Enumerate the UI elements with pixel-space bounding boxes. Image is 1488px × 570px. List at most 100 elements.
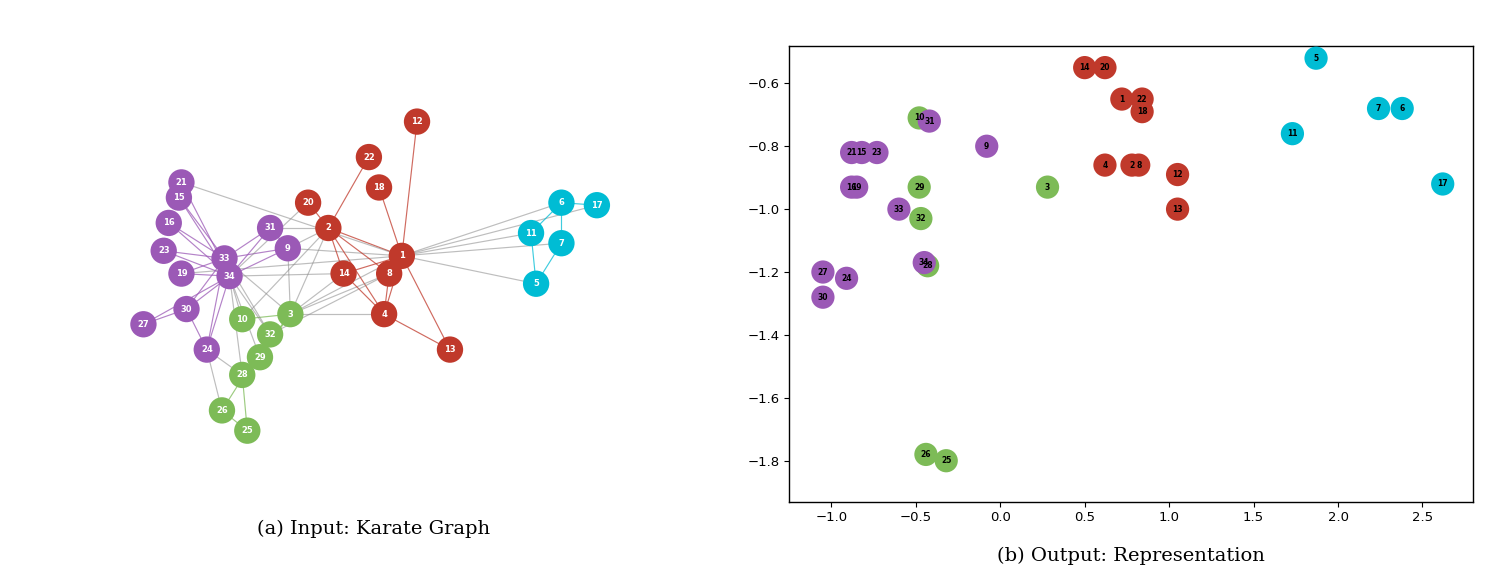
Point [865, 148, 888, 157]
Circle shape [168, 260, 195, 287]
Circle shape [277, 301, 304, 327]
Text: 13: 13 [443, 345, 455, 354]
Circle shape [208, 397, 235, 424]
Text: 30: 30 [818, 292, 829, 302]
Circle shape [548, 189, 574, 216]
Circle shape [518, 220, 545, 246]
Point [1131, 95, 1155, 104]
Text: 17: 17 [1437, 180, 1448, 189]
Point [934, 456, 958, 465]
Text: 12: 12 [1173, 170, 1183, 179]
Text: 14: 14 [338, 269, 350, 278]
Text: 4: 4 [1103, 161, 1107, 170]
Text: 29: 29 [914, 182, 924, 192]
Circle shape [193, 336, 220, 363]
Point [811, 267, 835, 276]
Point [845, 182, 869, 192]
Text: 15: 15 [857, 148, 868, 157]
Text: 31: 31 [924, 117, 934, 125]
Text: 18: 18 [373, 183, 385, 192]
Point [1094, 161, 1117, 170]
Text: 2: 2 [1129, 161, 1135, 170]
Point [1120, 161, 1144, 170]
Circle shape [371, 301, 397, 327]
Text: 23: 23 [872, 148, 882, 157]
Circle shape [403, 108, 430, 135]
Point [1366, 104, 1390, 113]
Text: 33: 33 [894, 205, 905, 214]
Text: 28: 28 [923, 261, 933, 270]
Circle shape [356, 144, 382, 170]
Text: 10: 10 [914, 113, 924, 123]
Circle shape [583, 192, 610, 218]
Point [908, 182, 931, 192]
Circle shape [522, 271, 549, 297]
Circle shape [247, 344, 274, 370]
Text: 3: 3 [1045, 182, 1051, 192]
Point [914, 450, 937, 459]
Text: 8: 8 [387, 269, 391, 278]
Circle shape [229, 306, 256, 332]
Text: 25: 25 [940, 456, 951, 465]
Text: 5: 5 [533, 279, 539, 288]
Point [918, 116, 942, 125]
Text: 5: 5 [1314, 54, 1318, 63]
Circle shape [168, 169, 195, 196]
Text: 1: 1 [399, 251, 405, 260]
Point [1131, 107, 1155, 116]
Circle shape [131, 311, 156, 337]
Text: 32: 32 [915, 214, 926, 223]
Text: 14: 14 [1079, 63, 1089, 72]
Point [1126, 161, 1150, 170]
Text: 21: 21 [847, 148, 857, 157]
Circle shape [257, 215, 283, 241]
Point [835, 274, 859, 283]
Text: 24: 24 [201, 345, 213, 354]
Text: 15: 15 [173, 193, 185, 202]
Circle shape [315, 215, 342, 241]
Circle shape [229, 362, 256, 388]
Text: 16: 16 [847, 182, 857, 192]
Circle shape [234, 417, 260, 444]
Circle shape [437, 336, 463, 363]
Text: 11: 11 [1287, 129, 1298, 138]
Text: 6: 6 [558, 198, 564, 207]
Text: 31: 31 [265, 223, 275, 233]
Text: 11: 11 [525, 229, 537, 238]
Circle shape [211, 245, 238, 271]
Point [1165, 205, 1189, 214]
Text: 20: 20 [302, 198, 314, 207]
Circle shape [366, 174, 393, 201]
Text: 19: 19 [176, 269, 187, 278]
Text: 12: 12 [411, 117, 423, 126]
Text: 25: 25 [241, 426, 253, 435]
Text: 30: 30 [180, 304, 192, 314]
Circle shape [275, 235, 301, 262]
Circle shape [376, 260, 402, 287]
Text: 7: 7 [1376, 104, 1381, 113]
Text: 8: 8 [1135, 161, 1141, 170]
Text: 32: 32 [265, 330, 275, 339]
Text: 6: 6 [1400, 104, 1405, 113]
Text: 33: 33 [219, 254, 231, 263]
Point [912, 258, 936, 267]
Point [1073, 63, 1097, 72]
Point [811, 292, 835, 302]
Point [1165, 170, 1189, 179]
Point [887, 205, 911, 214]
Circle shape [330, 260, 357, 287]
Text: 22: 22 [1137, 95, 1147, 104]
Circle shape [216, 263, 243, 290]
Text: 23: 23 [158, 246, 170, 255]
Text: 26: 26 [921, 450, 931, 459]
Circle shape [173, 296, 199, 322]
Text: 28: 28 [237, 370, 248, 380]
Text: 24: 24 [841, 274, 851, 283]
Text: 2: 2 [326, 223, 332, 233]
Text: 18: 18 [1137, 107, 1147, 116]
Point [909, 214, 933, 223]
Text: 26: 26 [216, 406, 228, 415]
Circle shape [295, 189, 321, 216]
Text: 1: 1 [1119, 95, 1125, 104]
Text: 34: 34 [920, 258, 930, 267]
